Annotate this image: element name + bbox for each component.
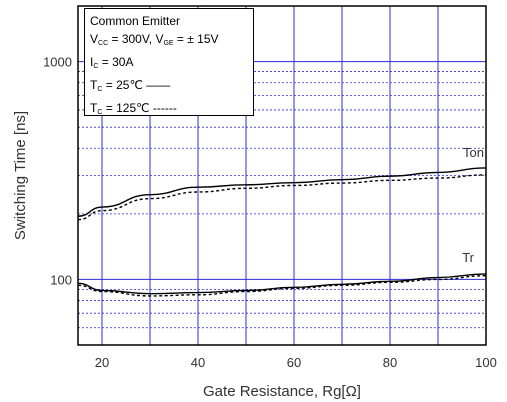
- ton-curve-label: Ton: [463, 145, 484, 160]
- ic-subscript: C: [93, 63, 99, 70]
- tc-value-125: = 125℃ ------: [105, 101, 177, 115]
- series-ton-solid: [77, 167, 487, 217]
- legend-title: Common Emitter: [90, 14, 181, 28]
- series-tr-dashed: [77, 275, 487, 297]
- x-tick-80: 80: [383, 355, 397, 370]
- legend-temp-25-line: TC = 25℃ ——: [90, 76, 248, 99]
- x-tick-40: 40: [191, 355, 205, 370]
- tc-symbol-125: T: [90, 101, 98, 115]
- vcc-value: = 300V,: [111, 32, 153, 46]
- series-tr-solid: [77, 273, 487, 295]
- legend-voltage-line: VCC = 300V, VGE = ± 15V: [90, 30, 248, 53]
- tick-labels: 20 40 60 80 100 100 1000: [43, 55, 497, 370]
- conditions-legend: Common Emitter VCC = 300V, VGE = ± 15V I…: [84, 8, 254, 116]
- vge-value: = ± 15V: [176, 32, 219, 46]
- x-axis-label: Gate Resistance, Rg[Ω]: [203, 383, 361, 400]
- y-axis-label: Switching Time [ns]: [12, 111, 29, 240]
- legend-current-line: IC = 30A: [90, 53, 248, 76]
- y-tick-1000: 1000: [43, 55, 72, 70]
- x-tick-60: 60: [287, 355, 301, 370]
- series-ton-dashed: [77, 174, 487, 221]
- x-tick-20: 20: [95, 355, 109, 370]
- vge-subscript: GE: [163, 40, 174, 47]
- x-tick-100: 100: [475, 355, 497, 370]
- tc-subscript-125: C: [97, 109, 103, 116]
- vcc-symbol: V: [90, 32, 99, 46]
- vge-symbol: V: [155, 32, 164, 46]
- tc-value-25: = 25℃ ——: [105, 78, 171, 92]
- series-layer: [77, 167, 487, 297]
- legend-temp-125-line: TC = 125℃ ------: [90, 99, 248, 122]
- tc-subscript-25: C: [97, 86, 103, 93]
- tc-symbol-25: T: [90, 78, 98, 92]
- vcc-subscript: CC: [98, 40, 109, 47]
- tr-curve-label: Tr: [462, 250, 474, 265]
- ic-symbol: I: [90, 55, 94, 69]
- plot-frame: [77, 5, 487, 346]
- y-tick-100: 100: [50, 272, 72, 287]
- ic-value: = 30A: [101, 55, 134, 69]
